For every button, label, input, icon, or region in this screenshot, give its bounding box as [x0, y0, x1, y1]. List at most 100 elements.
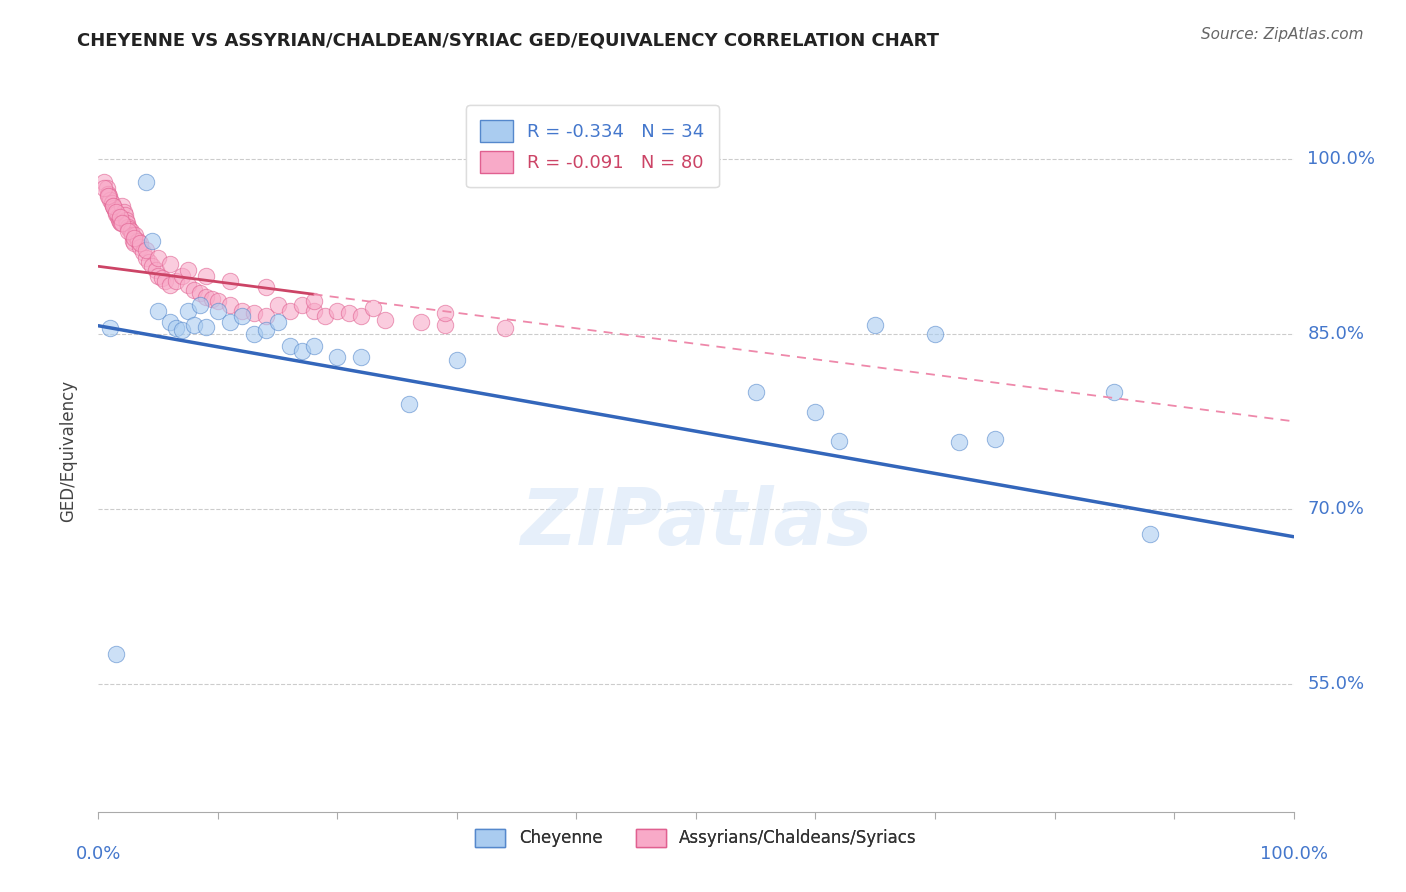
Point	[110, 216, 132, 230]
Point	[138, 254, 160, 268]
Point	[124, 227, 146, 242]
Point	[243, 306, 266, 320]
Point	[183, 318, 205, 332]
Point	[114, 208, 136, 222]
Point	[267, 315, 290, 329]
Point	[165, 275, 187, 289]
Point	[494, 321, 516, 335]
Point	[172, 268, 194, 283]
Point	[924, 326, 946, 341]
Text: 85.0%: 85.0%	[1308, 325, 1364, 343]
Point	[219, 315, 242, 329]
Point	[267, 298, 290, 312]
Text: 100.0%: 100.0%	[1260, 845, 1327, 863]
Point	[326, 303, 349, 318]
Point	[434, 318, 457, 332]
Point	[101, 199, 124, 213]
Point	[201, 292, 224, 306]
Point	[115, 212, 138, 227]
Legend: Cheyenne, Assyrians/Chaldeans/Syriacs: Cheyenne, Assyrians/Chaldeans/Syriacs	[468, 822, 924, 854]
Point	[105, 204, 128, 219]
Point	[129, 239, 152, 253]
Point	[131, 245, 153, 260]
Point	[207, 303, 229, 318]
Point	[948, 435, 970, 450]
Point	[150, 271, 173, 285]
Point	[124, 235, 146, 250]
Point	[107, 211, 129, 225]
Point	[148, 251, 170, 265]
Point	[195, 268, 218, 283]
Point	[124, 231, 146, 245]
Point	[148, 268, 170, 283]
Point	[278, 303, 301, 318]
Point	[1139, 527, 1161, 541]
Point	[159, 315, 181, 329]
Point	[177, 303, 200, 318]
Point	[231, 303, 253, 318]
Point	[98, 189, 121, 203]
Text: 55.0%: 55.0%	[1308, 674, 1365, 692]
Point	[243, 326, 266, 341]
Point	[105, 648, 128, 662]
Point	[254, 323, 277, 337]
Point	[350, 310, 373, 324]
Point	[127, 234, 149, 248]
Point	[117, 224, 139, 238]
Point	[111, 199, 134, 213]
Point	[219, 298, 242, 312]
Point	[177, 277, 200, 292]
Point	[254, 310, 277, 324]
Point	[984, 432, 1007, 446]
Point	[103, 201, 125, 215]
Point	[93, 176, 115, 190]
Point	[434, 306, 457, 320]
Point	[195, 290, 218, 304]
Point	[177, 263, 200, 277]
Point	[745, 385, 768, 400]
Point	[118, 222, 141, 236]
Point	[96, 181, 118, 195]
Point	[141, 234, 163, 248]
Point	[188, 298, 211, 312]
Point	[120, 224, 142, 238]
Text: ZIPatlas: ZIPatlas	[520, 484, 872, 561]
Point	[219, 275, 242, 289]
Point	[148, 303, 170, 318]
Y-axis label: GED/Equivalency: GED/Equivalency	[59, 379, 77, 522]
Text: 70.0%: 70.0%	[1308, 500, 1364, 517]
Point	[122, 234, 145, 248]
Point	[97, 187, 120, 202]
Point	[145, 263, 167, 277]
Point	[172, 323, 194, 337]
Point	[183, 283, 205, 297]
Text: 0.0%: 0.0%	[76, 845, 121, 863]
Point	[195, 320, 218, 334]
Point	[101, 199, 124, 213]
Point	[104, 203, 127, 218]
Point	[207, 294, 229, 309]
Point	[278, 338, 301, 352]
Point	[98, 193, 122, 207]
Point	[339, 306, 361, 320]
Point	[159, 277, 181, 292]
Point	[326, 350, 349, 364]
Point	[115, 216, 138, 230]
Point	[291, 298, 314, 312]
Point	[111, 216, 134, 230]
Point	[108, 215, 131, 229]
Point	[98, 321, 122, 335]
Point	[1104, 385, 1126, 400]
Point	[254, 280, 277, 294]
Point	[302, 303, 325, 318]
Point	[112, 204, 135, 219]
Point	[159, 257, 181, 271]
Point	[374, 313, 396, 327]
Point	[398, 397, 420, 411]
Point	[105, 207, 128, 221]
Text: Source: ZipAtlas.com: Source: ZipAtlas.com	[1201, 27, 1364, 42]
Point	[828, 434, 851, 449]
Point	[155, 275, 177, 289]
Point	[135, 176, 157, 190]
Point	[302, 338, 325, 352]
